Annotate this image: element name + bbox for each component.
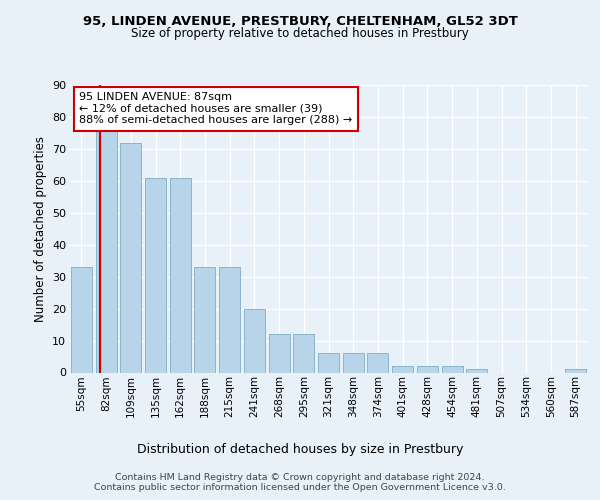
Bar xyxy=(442,366,463,372)
Bar xyxy=(71,267,92,372)
Bar xyxy=(318,354,339,372)
Bar xyxy=(392,366,413,372)
Text: 95, LINDEN AVENUE, PRESTBURY, CHELTENHAM, GL52 3DT: 95, LINDEN AVENUE, PRESTBURY, CHELTENHAM… xyxy=(83,15,517,28)
Bar xyxy=(219,267,240,372)
Text: Size of property relative to detached houses in Prestbury: Size of property relative to detached ho… xyxy=(131,28,469,40)
Bar xyxy=(194,267,215,372)
Text: Contains public sector information licensed under the Open Government Licence v3: Contains public sector information licen… xyxy=(94,484,506,492)
Bar xyxy=(343,354,364,372)
Bar xyxy=(466,370,487,372)
Bar xyxy=(293,334,314,372)
Bar xyxy=(367,354,388,372)
Bar xyxy=(417,366,438,372)
Text: Distribution of detached houses by size in Prestbury: Distribution of detached houses by size … xyxy=(137,442,463,456)
Bar xyxy=(145,178,166,372)
Bar xyxy=(170,178,191,372)
Bar xyxy=(244,308,265,372)
Bar xyxy=(120,142,141,372)
Text: Contains HM Land Registry data © Crown copyright and database right 2024.: Contains HM Land Registry data © Crown c… xyxy=(115,472,485,482)
Y-axis label: Number of detached properties: Number of detached properties xyxy=(34,136,47,322)
Bar xyxy=(565,370,586,372)
Bar xyxy=(95,130,116,372)
Text: 95 LINDEN AVENUE: 87sqm
← 12% of detached houses are smaller (39)
88% of semi-de: 95 LINDEN AVENUE: 87sqm ← 12% of detache… xyxy=(79,92,353,126)
Bar xyxy=(269,334,290,372)
